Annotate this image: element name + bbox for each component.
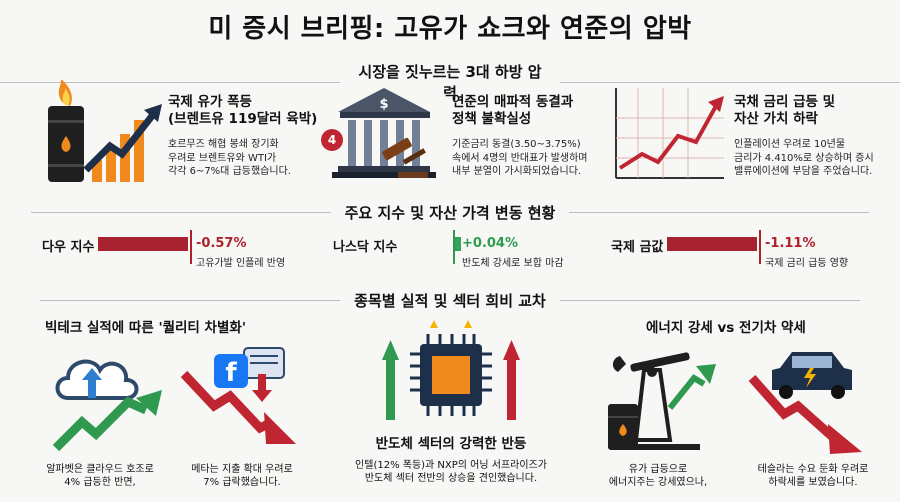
pressure-desc-treasury: 인플레이션 우려로 10년물 금리가 4.410%로 상승하며 증시 밸류에이션… — [734, 139, 874, 177]
rising-yield-chart-icon — [608, 84, 728, 184]
section-heading-indices: 주요 지수 및 자산 가격 변동 현황 — [0, 202, 900, 223]
sector-title-bigtech: 빅테크 실적에 따른 '퀄리티 차별화' — [45, 320, 246, 336]
pressure-title-oil: 국제 유가 폭등 (브렌트유 119달러 육박) — [168, 94, 318, 127]
pressure-title-treasury: 국채 금리 급등 및 자산 가치 하락 — [734, 94, 836, 127]
pressure-desc-fed: 기준금리 동결(3.50~3.75%) 속에서 4명의 반대표가 발생하며 내부… — [452, 139, 588, 177]
dissent-count-badge: 4 — [321, 129, 343, 151]
oil-barrel-icon — [40, 80, 165, 190]
index-name-gold: 국제 금값 — [611, 240, 664, 255]
divider — [559, 300, 860, 301]
sector-title-semiconductor: 반도체 섹터의 강력한 반등 — [375, 436, 527, 452]
index-tick-gold — [759, 230, 761, 264]
index-note-nasdaq: 반도체 강세로 보합 마감 — [462, 258, 564, 269]
index-tick-dow — [190, 230, 192, 264]
index-bar-nasdaq — [455, 237, 461, 251]
section-heading-pressures: 시장을 짓누르는 3대 하방 압력 — [0, 61, 900, 103]
caption-tesla: 테슬라는 수요 둔화 우려로 하락세를 보였습니다. — [757, 464, 869, 488]
section-heading-sectors: 종목별 실적 및 섹터 희비 교차 — [0, 290, 900, 311]
cloud-upload-icon — [50, 344, 170, 454]
index-bar-dow — [98, 237, 188, 251]
index-change-nasdaq: +0.04% — [462, 236, 518, 251]
index-change-gold: -1.11% — [765, 236, 816, 251]
divider — [40, 300, 341, 301]
pressure-desc-oil: 호르무즈 해협 봉쇄 장기화 우려로 브렌트유와 WTI가 각각 6~7%대 급… — [168, 139, 291, 177]
divider — [30, 212, 331, 213]
index-name-nasdaq: 나스닥 지수 — [333, 240, 398, 255]
caption-semiconductor: 인텔(12% 폭등)과 NXP의 어닝 서프라이즈가 반도체 섹터 전반의 상승… — [355, 460, 547, 484]
index-note-gold: 국제 금리 급등 영향 — [765, 258, 849, 269]
pressure-title-fed: 연준의 매파적 동결과 정책 불확실성 — [452, 94, 574, 127]
page-title: 미 증시 브리핑: 고유가 쇼크와 연준의 압박 — [208, 14, 692, 44]
caption-energy: 유가 급등으로 에너지주는 강세였으나, — [608, 464, 708, 488]
index-change-dow: -0.57% — [196, 236, 247, 251]
divider — [560, 81, 900, 83]
sector-title-energy-ev: 에너지 강세 vs 전기차 약세 — [646, 320, 806, 336]
index-name-dow: 다우 지수 — [42, 240, 95, 255]
oil-pump-icon — [600, 344, 720, 456]
index-bar-gold — [667, 237, 757, 251]
electric-car-decline-icon — [744, 344, 874, 456]
divider — [0, 81, 340, 83]
meta-decline-icon: f — [178, 344, 308, 456]
svg-text:f: f — [225, 358, 237, 388]
central-bank-gavel-icon: $ — [318, 84, 440, 184]
index-note-dow: 고유가발 인플레 반영 — [196, 258, 286, 269]
svg-text:$: $ — [379, 97, 388, 112]
section-title: 시장을 짓누르는 3대 하방 압력 — [358, 63, 542, 102]
index-tick-nasdaq — [453, 230, 455, 264]
caption-alphabet: 알파벳은 클라우드 호조로 4% 급등한 반면, — [46, 464, 154, 488]
caption-meta: 메타는 지출 확대 우려로 7% 급락했습니다. — [191, 464, 293, 488]
semiconductor-chip-icon — [382, 318, 520, 428]
section-title: 주요 지수 및 자산 가격 변동 현황 — [344, 204, 556, 222]
section-title: 종목별 실적 및 섹터 희비 교차 — [354, 292, 546, 310]
divider — [569, 212, 870, 213]
